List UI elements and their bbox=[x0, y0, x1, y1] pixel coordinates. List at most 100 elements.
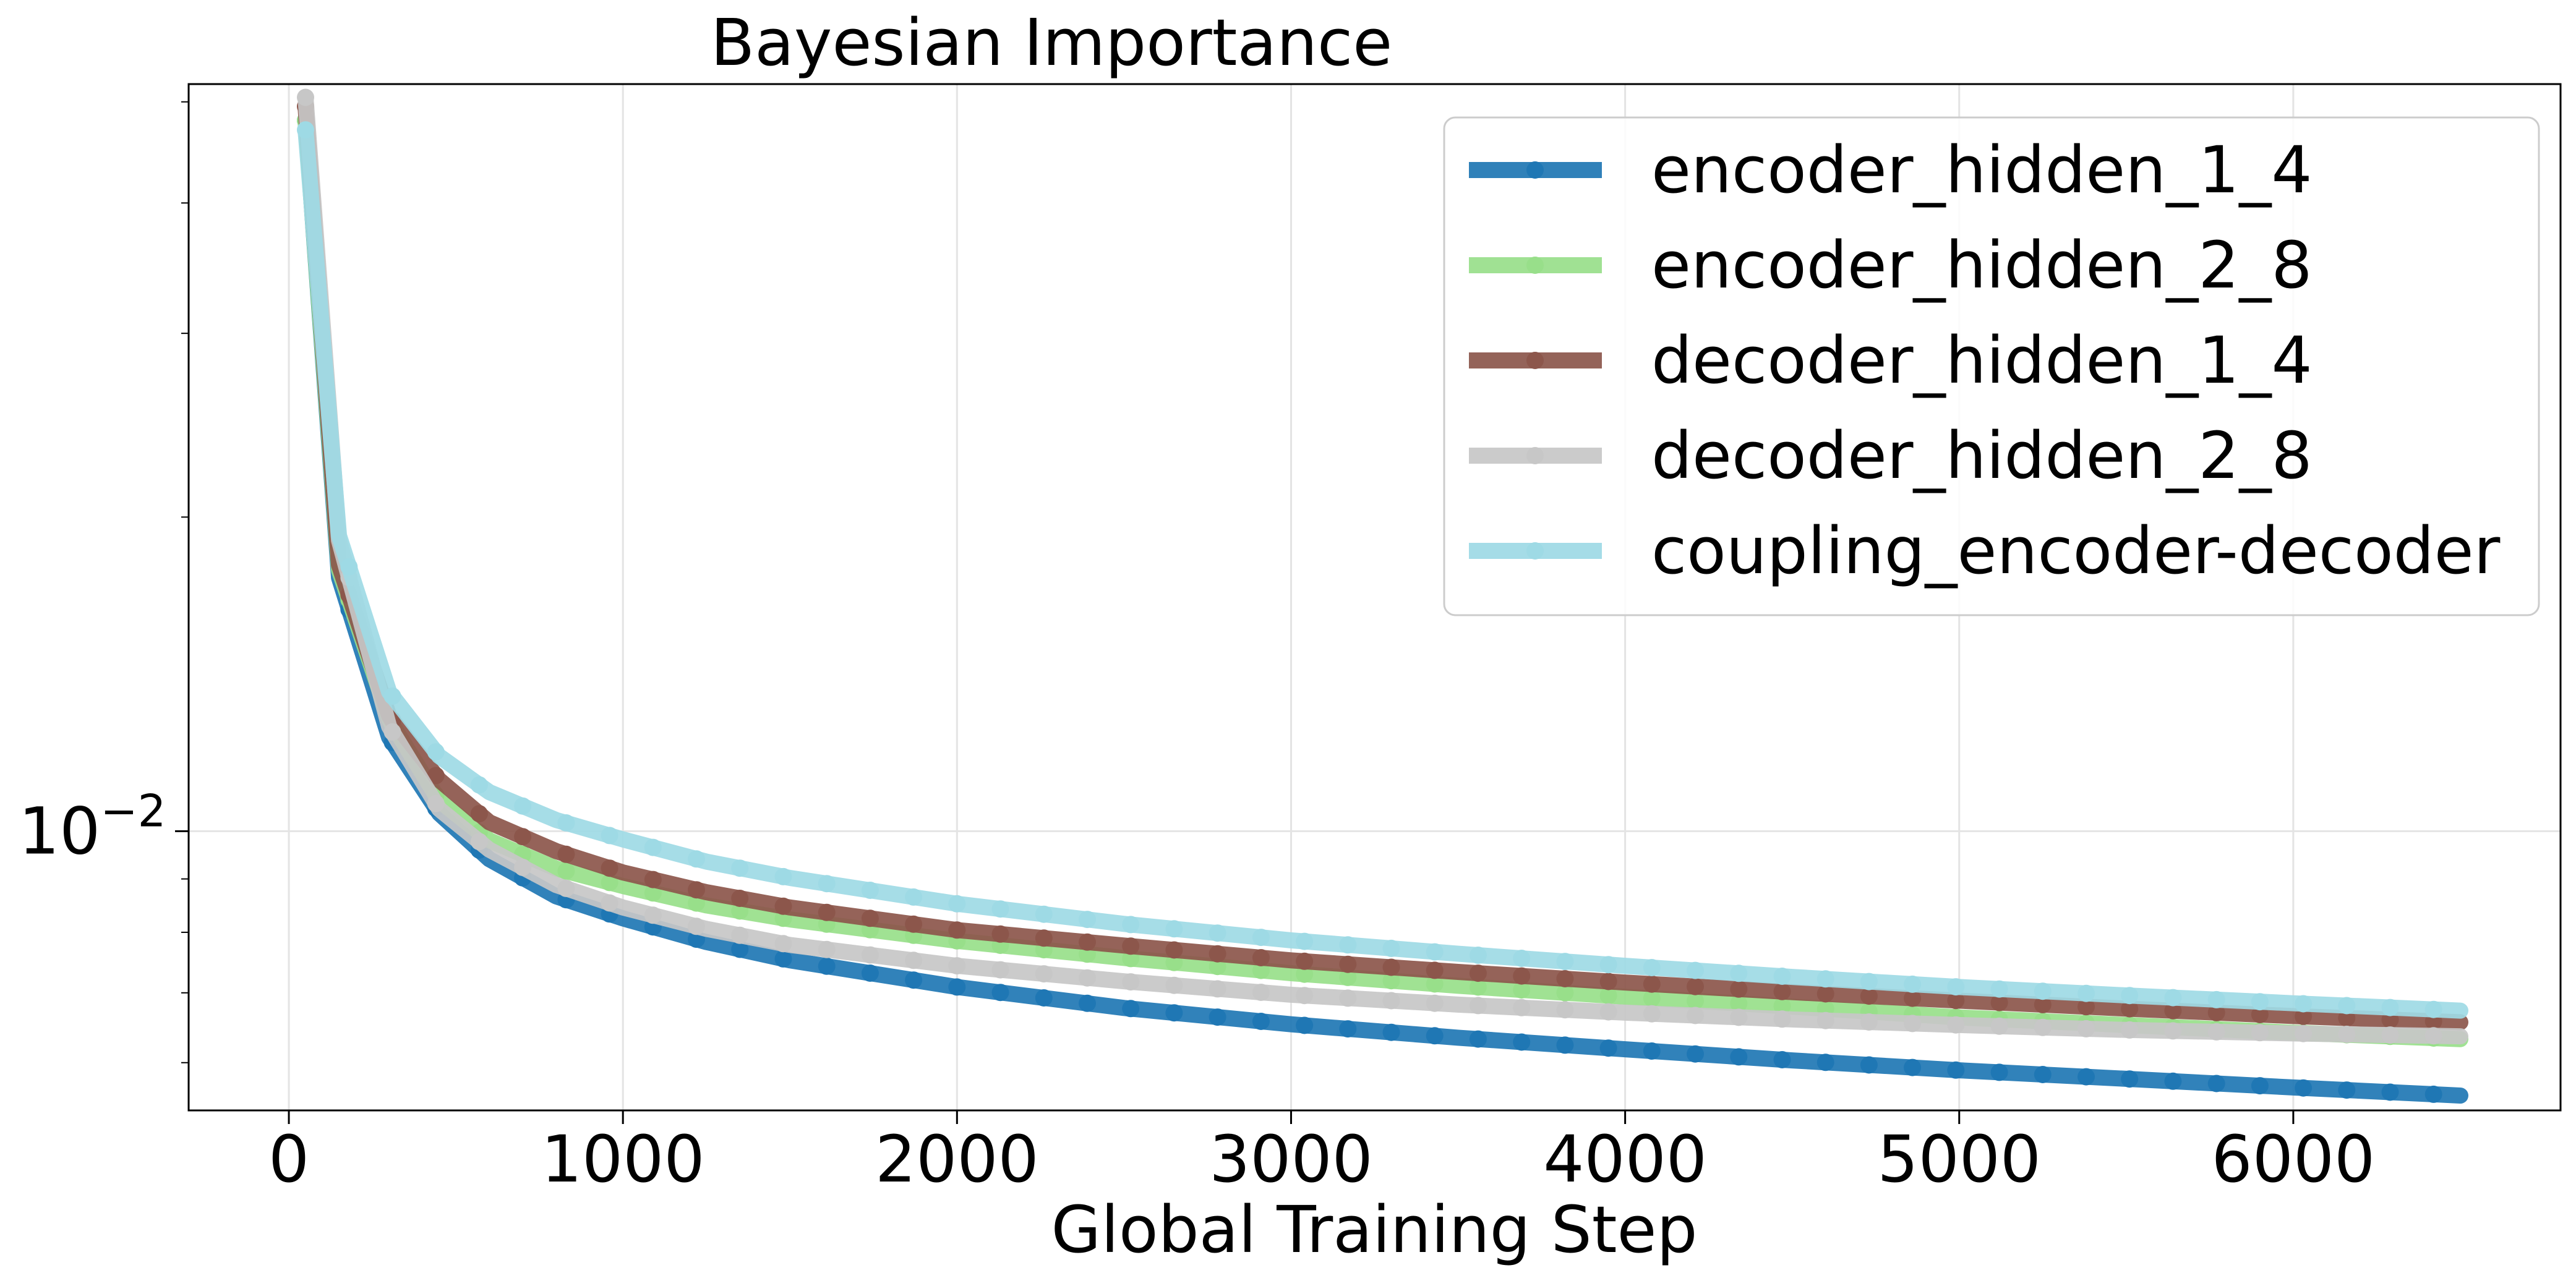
series-marker bbox=[991, 925, 1009, 943]
series-marker bbox=[1773, 1051, 1791, 1068]
series-marker bbox=[2077, 1020, 2095, 1037]
legend-label: decoder_hidden_2_8 bbox=[1651, 418, 2313, 493]
series-marker bbox=[818, 903, 836, 921]
series-marker bbox=[2295, 995, 2313, 1013]
series-marker bbox=[470, 805, 488, 823]
series-marker bbox=[427, 743, 445, 761]
series-marker bbox=[1513, 1033, 1531, 1051]
series-marker bbox=[2207, 1075, 2225, 1092]
x-tick-label: 6000 bbox=[2212, 1122, 2376, 1197]
series-marker bbox=[1599, 1003, 1617, 1021]
x-axis-label: Global Training Step bbox=[1051, 1192, 1697, 1267]
series-marker bbox=[1599, 956, 1617, 974]
series-marker bbox=[340, 558, 358, 576]
series-marker bbox=[1035, 905, 1053, 923]
legend-label: encoder_hidden_2_8 bbox=[1651, 228, 2313, 303]
series-marker bbox=[1339, 955, 1357, 973]
series-marker bbox=[1904, 1015, 1922, 1033]
series-marker bbox=[1730, 964, 1748, 982]
series-marker bbox=[1209, 980, 1226, 998]
legend-swatch-marker bbox=[1526, 542, 1544, 560]
series-marker bbox=[1079, 911, 1096, 929]
series-marker bbox=[1252, 1013, 1270, 1030]
legend-item: encoder_hidden_1_4 bbox=[1469, 132, 2313, 208]
series-marker bbox=[1296, 1016, 1314, 1034]
series-marker bbox=[2034, 1018, 2052, 1036]
series-marker bbox=[1296, 932, 1314, 950]
series-marker bbox=[557, 845, 575, 863]
series-marker bbox=[1947, 992, 1965, 1010]
series-marker bbox=[2121, 1070, 2139, 1088]
series-marker bbox=[2077, 998, 2095, 1016]
series-marker bbox=[2295, 1079, 2313, 1097]
series-marker bbox=[1860, 987, 1878, 1005]
series-marker bbox=[2424, 1027, 2442, 1045]
series-marker bbox=[1339, 968, 1357, 986]
series-marker bbox=[644, 871, 662, 888]
series-marker bbox=[1426, 994, 1444, 1012]
series-marker bbox=[1556, 1036, 1574, 1054]
series-marker bbox=[1990, 1017, 2008, 1035]
series-marker bbox=[991, 961, 1009, 979]
series-marker bbox=[1599, 973, 1617, 990]
series-marker bbox=[1990, 994, 2008, 1011]
series-marker bbox=[818, 940, 836, 958]
plot-area bbox=[297, 88, 2468, 1104]
series-marker bbox=[1252, 984, 1270, 1001]
series-marker bbox=[1643, 1005, 1661, 1023]
series-marker bbox=[1773, 968, 1791, 985]
series-marker bbox=[1035, 989, 1053, 1007]
x-axis: 0 1000 2000 3000 4000 5000 6000 bbox=[268, 1110, 2375, 1197]
series-marker bbox=[2164, 989, 2182, 1007]
series-marker bbox=[1947, 1016, 1965, 1034]
series-marker bbox=[1469, 997, 1487, 1015]
series-marker bbox=[1426, 943, 1444, 961]
series-marker bbox=[1643, 989, 1661, 1007]
series-marker bbox=[1687, 961, 1704, 979]
x-tick-label: 5000 bbox=[1877, 1122, 2041, 1197]
series-marker bbox=[1730, 995, 1748, 1012]
series-marker bbox=[2251, 993, 2269, 1011]
series-marker bbox=[1122, 1000, 1140, 1018]
series-marker bbox=[1860, 1013, 1878, 1031]
series-marker bbox=[383, 723, 401, 741]
series-marker bbox=[2295, 1008, 2313, 1025]
series-marker bbox=[1426, 1027, 1444, 1045]
legend-swatch-marker bbox=[1526, 257, 1544, 274]
series-marker bbox=[1643, 959, 1661, 976]
series-marker bbox=[1773, 982, 1791, 1000]
legend-label: decoder_hidden_1_4 bbox=[1651, 323, 2313, 398]
series-marker bbox=[1296, 952, 1314, 970]
series-marker bbox=[1426, 975, 1444, 993]
series-marker bbox=[1252, 949, 1270, 966]
series-marker bbox=[1252, 929, 1270, 947]
series-marker bbox=[1469, 947, 1487, 964]
series-marker bbox=[2381, 1083, 2399, 1101]
series-marker bbox=[774, 950, 792, 968]
series-marker bbox=[688, 918, 705, 935]
series-marker bbox=[1687, 992, 1704, 1010]
series-marker bbox=[1165, 976, 1183, 994]
series-marker bbox=[948, 957, 966, 975]
series-marker bbox=[1599, 987, 1617, 1005]
legend-box bbox=[1443, 116, 2540, 616]
series-marker bbox=[1730, 1048, 1748, 1066]
series-marker bbox=[2207, 990, 2225, 1008]
series-marker bbox=[731, 859, 749, 877]
series-marker bbox=[2251, 1024, 2269, 1042]
x-tick-label: 0 bbox=[268, 1122, 309, 1197]
series-marker bbox=[1990, 1063, 2008, 1081]
x-tick-label: 3000 bbox=[1209, 1122, 1373, 1197]
series-marker bbox=[1035, 965, 1053, 983]
series-marker bbox=[1513, 950, 1531, 967]
series-marker bbox=[601, 859, 618, 877]
series-marker bbox=[1035, 929, 1053, 947]
series-marker bbox=[1687, 1007, 1704, 1024]
series-marker bbox=[1469, 978, 1487, 996]
series-marker bbox=[601, 827, 618, 845]
series-marker bbox=[1904, 975, 1922, 993]
legend-label: encoder_hidden_1_4 bbox=[1651, 132, 2313, 208]
series-decoder_hidden_1_4 bbox=[297, 98, 2468, 1031]
series-marker bbox=[1816, 985, 1834, 1003]
